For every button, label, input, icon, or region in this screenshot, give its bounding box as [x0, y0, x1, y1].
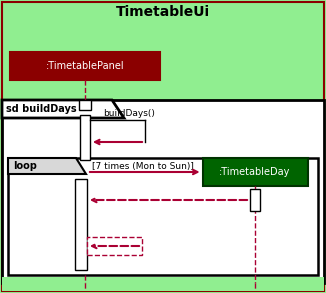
Text: [7 times (Mon to Sun)]: [7 times (Mon to Sun)]	[92, 161, 194, 171]
Text: loop: loop	[13, 161, 37, 171]
Bar	[2, 100, 324, 283]
Polygon shape	[8, 158, 86, 174]
Bar	[250, 189, 260, 211]
Bar	[80, 115, 90, 160]
Text: TimetableUi: TimetableUi	[116, 5, 210, 19]
Bar	[75, 179, 87, 270]
Text: buildDays(): buildDays()	[103, 109, 155, 118]
Bar	[2, 277, 324, 291]
Text: sd buildDays: sd buildDays	[6, 104, 77, 114]
Bar	[202, 158, 307, 186]
Bar	[79, 100, 91, 110]
Text: :TimetableDay: :TimetableDay	[219, 167, 291, 177]
Polygon shape	[2, 100, 124, 118]
Text: :TimetablePanel: :TimetablePanel	[46, 61, 124, 71]
Bar	[87, 237, 142, 255]
Bar	[10, 52, 160, 80]
Bar	[8, 158, 318, 275]
